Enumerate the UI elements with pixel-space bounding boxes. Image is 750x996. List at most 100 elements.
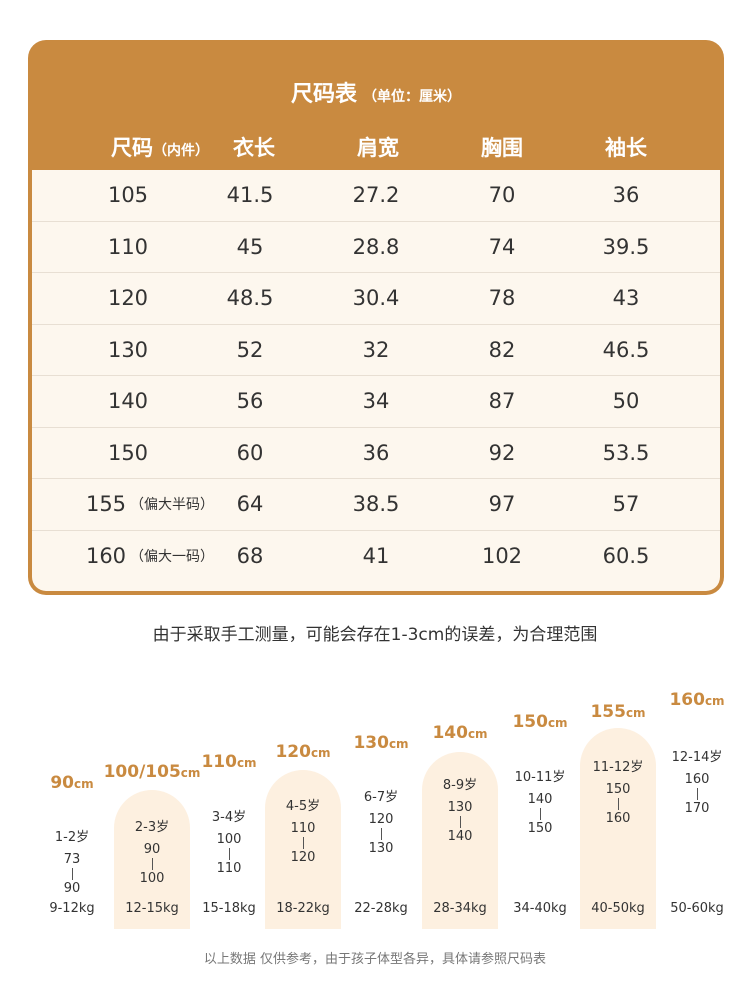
weight-range: 50-60kg — [670, 901, 724, 916]
height-label: 130cm — [353, 733, 409, 753]
cell-chest: 87 — [488, 389, 516, 414]
cell-chest: 102 — [481, 544, 523, 569]
height-range: 73 90 — [63, 852, 81, 896]
cell-size: 110 — [107, 234, 149, 259]
cell-shoulder: 30.4 — [352, 286, 400, 311]
cell-shoulder: 41 — [362, 544, 390, 569]
cell-size: 155 （偏大半码） — [85, 492, 215, 517]
table-row: 155 （偏大半码） 64 38.5 97 57 — [32, 479, 720, 531]
cell-shoulder: 38.5 — [352, 492, 400, 517]
table-row: 110 45 28.8 74 39.5 — [32, 222, 720, 273]
weight-range: 40-50kg — [591, 901, 645, 916]
height-label: 120cm — [275, 742, 331, 762]
weight-range: 22-28kg — [354, 901, 408, 916]
weight-range: 18-22kg — [276, 901, 330, 916]
header-shoulder: 肩宽 — [357, 136, 399, 160]
height-arch — [422, 752, 498, 929]
table-row: 160 （偏大一码） 68 41 102 60.5 — [32, 531, 720, 583]
table-unit: （单位：厘米） — [363, 89, 461, 105]
table-row: 120 48.5 30.4 78 43 — [32, 273, 720, 325]
age-range: 10-11岁 — [514, 770, 566, 785]
size-note: （偏大半码） — [130, 497, 215, 514]
weight-range: 28-34kg — [433, 901, 487, 916]
size-table: 尺码表 （单位：厘米） 尺码（内件） 衣长 肩宽 胸围 袖长 105 41.5 27.… — [28, 40, 724, 595]
height-range: 90 100 — [139, 842, 165, 886]
cell-sleeve: 50 — [612, 389, 640, 414]
header-length: 衣长 — [233, 136, 275, 160]
cell-sleeve: 46.5 — [602, 337, 650, 362]
table-title: 尺码表 （单位：厘米） — [290, 82, 461, 107]
cell-length: 48.5 — [226, 286, 274, 311]
height-range: 160 170 — [684, 772, 710, 816]
cell-shoulder: 27.2 — [352, 183, 400, 208]
height-label: 160cm — [669, 690, 725, 710]
cell-sleeve: 57 — [612, 492, 640, 517]
header-sleeve: 袖长 — [605, 136, 647, 160]
cell-size: 140 — [107, 389, 149, 414]
cell-length: 56 — [236, 389, 264, 414]
height-range: 150 160 — [605, 782, 631, 826]
cell-sleeve: 39.5 — [602, 234, 650, 259]
table-row: 130 52 32 82 46.5 — [32, 325, 720, 376]
cell-length: 52 — [236, 337, 264, 362]
height-label: 150cm — [512, 712, 568, 732]
height-label: 100/105cm — [103, 762, 201, 782]
cell-length: 68 — [236, 544, 264, 569]
cell-length: 64 — [236, 492, 264, 517]
age-range: 8-9岁 — [442, 778, 478, 793]
size-note: （偏大一码） — [130, 549, 215, 566]
height-label: 140cm — [432, 723, 488, 743]
height-range: 110 120 — [290, 821, 316, 865]
height-arch — [580, 728, 656, 929]
cell-sleeve: 43 — [612, 286, 640, 311]
cell-shoulder: 34 — [362, 389, 390, 414]
size-table-body: 105 41.5 27.2 70 36 110 45 28.8 74 39.5 120 48.5 30.… — [32, 170, 720, 591]
height-label: 90cm — [50, 773, 94, 793]
footer-note: 以上数据 仅供参考，由于孩子体型各异，具体请参照尺码表 — [203, 952, 547, 967]
age-range: 11-12岁 — [592, 760, 644, 775]
height-range: 100 110 — [216, 832, 242, 876]
cell-chest: 97 — [488, 492, 516, 517]
header-size: 尺码（内件） — [111, 136, 209, 160]
cell-sleeve: 53.5 — [602, 440, 650, 465]
measurement-disclaimer: 由于采取手工测量，可能会存在1-3cm的误差，为合理范围 — [152, 625, 598, 645]
size-table-header: 尺码表 （单位：厘米） 尺码（内件） 衣长 肩宽 胸围 袖长 — [32, 40, 720, 170]
cell-size: 120 — [107, 286, 149, 311]
cell-sleeve: 60.5 — [602, 544, 650, 569]
age-range: 4-5岁 — [285, 799, 321, 814]
cell-chest: 74 — [488, 234, 516, 259]
weight-range: 34-40kg — [513, 901, 567, 916]
cell-size: 160 （偏大一码） — [85, 544, 215, 569]
cell-chest: 78 — [488, 286, 516, 311]
age-range: 12-14岁 — [671, 750, 723, 765]
table-row: 105 41.5 27.2 70 36 — [32, 170, 720, 222]
cell-size: 150 — [107, 440, 149, 465]
cell-shoulder: 36 — [362, 440, 390, 465]
cell-chest: 82 — [488, 337, 516, 362]
weight-range: 9-12kg — [49, 901, 95, 916]
height-label: 155cm — [590, 702, 646, 722]
cell-chest: 70 — [488, 183, 516, 208]
height-arch — [265, 770, 341, 929]
cell-shoulder: 28.8 — [352, 234, 400, 259]
height-label: 110cm — [201, 752, 257, 772]
weight-range: 12-15kg — [125, 901, 179, 916]
cell-chest: 92 — [488, 440, 516, 465]
header-chest: 胸围 — [481, 136, 523, 160]
age-range: 2-3岁 — [134, 820, 170, 835]
weight-range: 15-18kg — [202, 901, 256, 916]
height-range: 120 130 — [368, 812, 394, 856]
age-range: 6-7岁 — [363, 790, 399, 805]
cell-sleeve: 36 — [612, 183, 640, 208]
cell-length: 41.5 — [226, 183, 274, 208]
age-range: 3-4岁 — [211, 810, 247, 825]
cell-size: 105 — [107, 183, 149, 208]
cell-length: 60 — [236, 440, 264, 465]
cell-length: 45 — [236, 234, 264, 259]
cell-shoulder: 32 — [362, 337, 390, 362]
height-range: 140 150 — [527, 792, 553, 836]
age-range: 1-2岁 — [54, 830, 90, 845]
table-row: 150 60 36 92 53.5 — [32, 428, 720, 479]
table-row: 140 56 34 87 50 — [32, 376, 720, 428]
height-range: 130 140 — [447, 800, 473, 844]
